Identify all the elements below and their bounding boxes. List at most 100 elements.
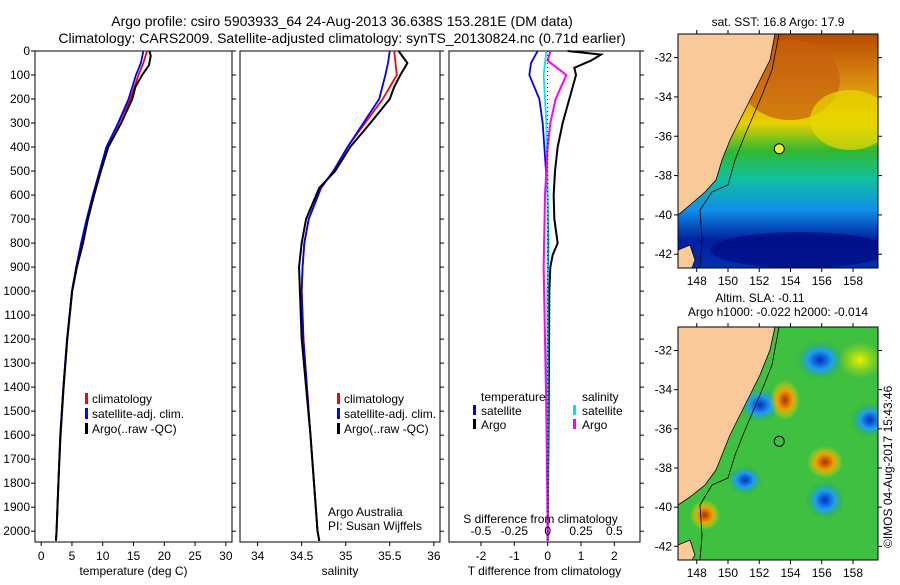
y-tick-label: 1500 <box>3 404 30 418</box>
x-tick-label: 35.5 <box>378 549 402 563</box>
x-tick-label: 152 <box>749 274 769 288</box>
y-tick-label: -32 <box>655 51 673 65</box>
x-tick-label: 34.5 <box>290 549 314 563</box>
x-tick-label: 2 <box>611 549 618 563</box>
legend-label: satellite-adj. clim. <box>92 407 184 421</box>
series-line-argo-raw-qc- <box>54 50 152 541</box>
y-tick-label: -42 <box>655 247 673 261</box>
x-tick-label: 158 <box>843 566 863 580</box>
s-tick-label: 0 <box>544 524 551 538</box>
x-tick-label: 148 <box>687 566 707 580</box>
x-tick-label: 25 <box>188 549 202 563</box>
sla-eddy-warm <box>690 500 720 530</box>
land-australia <box>678 327 776 506</box>
legend-label: Argo(..raw -QC) <box>344 422 429 436</box>
x-tick-label: 5 <box>69 549 76 563</box>
title-line-2: Climatology: CARS2009. Satellite-adjuste… <box>58 30 625 46</box>
land-australia <box>678 34 776 216</box>
legend-label: Argo <box>582 418 608 432</box>
legend-swatch <box>337 393 340 404</box>
sla-map-title-2: Argo h1000: -0.022 h2000: -0.014 <box>688 305 868 319</box>
credit: ©IMOS 04-Aug-2017 15:43:46 <box>881 385 895 548</box>
depth-contour <box>699 327 780 560</box>
y-tick-label: -40 <box>655 500 673 514</box>
s-tick-label: 0.5 <box>606 524 623 538</box>
sla-eddy-warm <box>838 342 878 378</box>
land-tasmania <box>678 539 696 560</box>
y-tick-label: -34 <box>655 383 673 397</box>
argo-position-marker <box>773 435 785 447</box>
x-tick-label: 158 <box>843 274 863 288</box>
sla-map <box>677 326 879 561</box>
x-tick-label: -1 <box>509 549 520 563</box>
legend-label: Argo <box>481 418 507 432</box>
sst-yellow-region <box>810 90 878 150</box>
sla-eddy-cold <box>805 480 845 520</box>
s-axis-label: S difference from climatology <box>463 512 618 526</box>
y-tick-label: 600 <box>10 188 30 202</box>
y-tick-label: 100 <box>10 68 30 82</box>
annotation-text: Argo Australia <box>328 505 403 519</box>
y-tick-label: -42 <box>655 539 673 553</box>
x-tick-label: 1 <box>578 549 585 563</box>
plot-frame <box>34 50 233 543</box>
y-tick-label: 1700 <box>3 452 30 466</box>
x-tick-label: 154 <box>780 566 800 580</box>
y-tick-label: 1400 <box>3 380 30 394</box>
legend-swatch <box>573 405 576 415</box>
y-tick-label: 2000 <box>3 524 30 538</box>
legend-label: satellite <box>481 404 522 418</box>
sst-cold-band <box>710 232 878 268</box>
legend-title-temperature: temperature <box>481 390 546 404</box>
axes-sla-map: 148 150 152 154 156 158 -32 -34 -36 -38 -40 -42 <box>655 323 882 580</box>
x-tick-label: 156 <box>812 566 832 580</box>
x-tick-label: -2 <box>476 549 487 563</box>
plot-frame <box>239 50 441 543</box>
legend-swatch <box>85 408 88 419</box>
legend-label: Argo(..raw -QC) <box>92 422 177 436</box>
y-tick-label: 500 <box>10 164 30 178</box>
y-tick-label: -36 <box>655 422 673 436</box>
y-tick-label: -32 <box>655 343 673 357</box>
y-tick-label: 1300 <box>3 356 30 370</box>
sst-map-title: sat. SST: 16.8 Argo: 17.9 <box>712 15 845 29</box>
sla-eddy-cold <box>727 465 763 495</box>
y-tick-label: 300 <box>10 116 30 130</box>
x-axis-label: temperature (deg C) <box>79 564 187 578</box>
sla-eddy-warm <box>770 380 800 420</box>
x-tick-label: 10 <box>96 549 110 563</box>
x-tick-label: 0 <box>544 549 551 563</box>
s-tick-label: -0.25 <box>501 524 529 538</box>
series-line-t-argo <box>546 50 605 541</box>
s-tick-label: 0.25 <box>569 524 593 538</box>
y-tick-label: 1600 <box>3 428 30 442</box>
x-tick-label: 156 <box>812 274 832 288</box>
legend-swatch <box>573 419 576 429</box>
series-line-argo-raw-qc- <box>298 50 409 541</box>
y-tick-label: 1800 <box>3 476 30 490</box>
x-tick-label: 36 <box>427 549 441 563</box>
x-tick-label: 0 <box>38 549 45 563</box>
y-tick-label: -38 <box>655 461 673 475</box>
depth-contour <box>699 34 780 268</box>
sst-map <box>677 33 879 269</box>
annotation-text: PI: Susan Wijffels <box>328 519 422 533</box>
y-tick-label: -38 <box>655 169 673 183</box>
legend-label: satellite <box>582 404 623 418</box>
y-tick-label: 800 <box>10 236 30 250</box>
legend-swatch <box>337 408 340 419</box>
sla-map-title-1: Altim. SLA: -0.11 <box>715 291 804 305</box>
x-tick-label: 20 <box>158 549 172 563</box>
y-tick-label: 0 <box>23 44 30 58</box>
x-tick-label: 35 <box>339 549 353 563</box>
legend-label: climatology <box>92 392 152 406</box>
x-axis-label: salinity <box>322 564 359 578</box>
y-tick-label: -40 <box>655 208 673 222</box>
x-tick-label: 150 <box>718 566 738 580</box>
panel-salinity: 34 34.5 35 35.5 36 salinity climatologysatelli… <box>239 50 444 578</box>
panel-temperature: 0 5 10 15 20 25 30 temperature (deg C) 0 100 200 30… <box>3 44 236 578</box>
argo-position-marker <box>773 143 785 155</box>
x-tick-label: 152 <box>749 566 769 580</box>
x-tick-label: 148 <box>687 274 707 288</box>
sla-eddy-cold <box>795 340 845 380</box>
